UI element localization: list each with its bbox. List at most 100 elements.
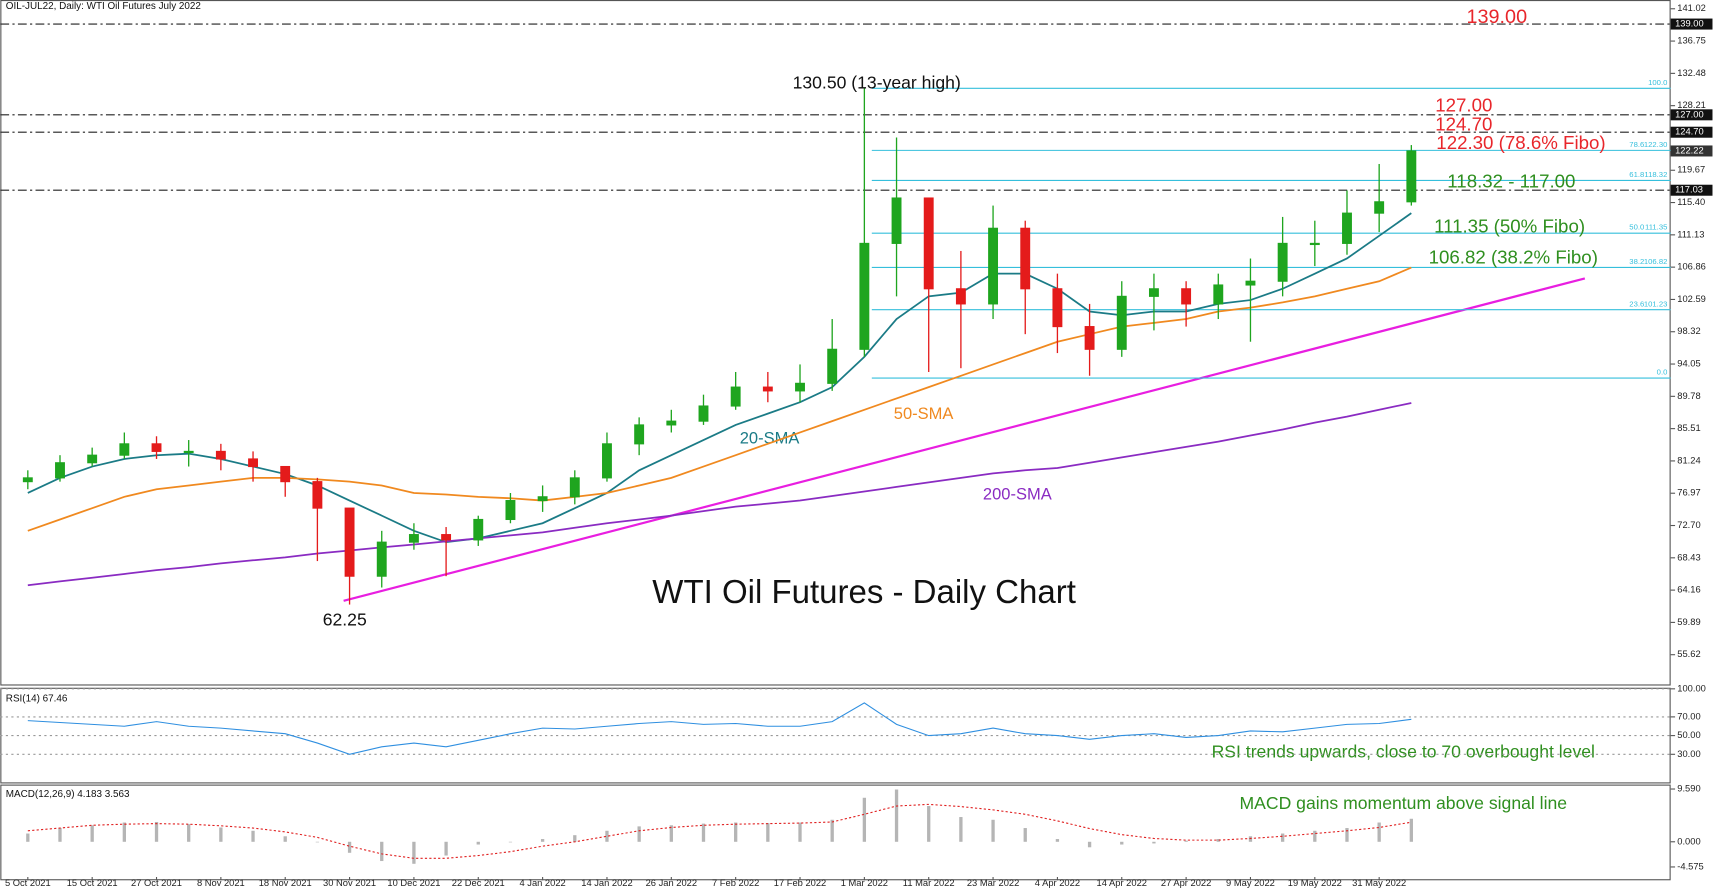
- macd-bar: [734, 822, 738, 842]
- candle-body: [1277, 242, 1288, 282]
- macd-bar: [187, 824, 191, 842]
- candle-body: [1374, 201, 1385, 214]
- annotation: 106.82 (38.2% Fibo): [1429, 247, 1598, 268]
- macd-bar: [701, 823, 706, 842]
- macd-bar: [476, 841, 480, 845]
- fibo-price: 101.23: [1644, 299, 1668, 308]
- macd-bar: [573, 835, 577, 842]
- macd-bar: [1377, 822, 1381, 842]
- candle-body: [344, 507, 355, 577]
- candle-body: [634, 424, 645, 445]
- macd-bar: [1023, 828, 1027, 842]
- sma-label: 200-SMA: [983, 486, 1052, 504]
- trendline: [343, 277, 1586, 602]
- fibo-price: 122.30: [1644, 140, 1668, 149]
- macd-bar: [380, 841, 384, 862]
- y-tick-label: 55.62: [1677, 649, 1700, 659]
- sma-line: [27, 212, 1412, 544]
- fibo-price: 118.32: [1644, 170, 1667, 179]
- candle-body: [22, 477, 33, 483]
- macd-bar: [862, 797, 867, 842]
- annotation: 130.50 (13-year high): [793, 72, 961, 92]
- chart-caption: WTI Oil Futures - Daily Chart: [652, 573, 1076, 610]
- macd-bar: [669, 825, 673, 842]
- candle-body: [666, 420, 677, 426]
- macd-bar: [1216, 839, 1220, 842]
- macd-bar: [283, 836, 287, 842]
- candle-body: [762, 386, 773, 392]
- macd-bar: [26, 833, 30, 842]
- rsi-annotation: RSI trends upwards, close to 70 overboug…: [1212, 741, 1595, 761]
- level-box: [1670, 18, 1713, 30]
- fibo-ratio: 61.8: [1629, 170, 1644, 179]
- x-tick-label: 30 Nov 2021: [323, 878, 376, 888]
- fibo-price: 111.35: [1645, 223, 1667, 232]
- sma-line: [27, 266, 1412, 532]
- y-tick-label: 81.24: [1677, 455, 1700, 465]
- macd-bar: [927, 806, 931, 842]
- y-tick-label: 141.02: [1677, 3, 1706, 13]
- y-tick-label: 68.43: [1677, 552, 1700, 562]
- candle-body: [1309, 242, 1320, 246]
- y-tick-label: 50.00: [1677, 730, 1700, 740]
- macd-bar: [1248, 836, 1253, 842]
- candle-body: [248, 458, 258, 468]
- candle-body: [505, 500, 516, 521]
- level-box: [1670, 109, 1713, 121]
- x-tick-label: 18 Nov 2021: [259, 878, 312, 888]
- y-tick-label: 89.78: [1677, 391, 1700, 401]
- candle-body: [1084, 326, 1095, 350]
- y-tick-label: 136.75: [1677, 36, 1706, 46]
- y-tick-label: 9.590: [1677, 783, 1700, 793]
- candle-body: [312, 481, 323, 509]
- macd-bar: [1087, 841, 1092, 848]
- fibo-ratio: 0.0: [1657, 368, 1668, 377]
- macd-bar: [1313, 830, 1317, 842]
- macd-bar: [1055, 839, 1060, 842]
- sma-line: [27, 402, 1412, 587]
- last-price-label: 122.22: [1675, 145, 1704, 155]
- x-tick-label: 5 Oct 2021: [5, 878, 51, 888]
- x-tick-label: 11 Mar 2022: [903, 878, 955, 888]
- sma-label: 50-SMA: [894, 405, 954, 423]
- level-box: [1670, 126, 1713, 138]
- macd-bar: [540, 839, 545, 842]
- candle-body: [1181, 288, 1192, 305]
- macd-bar: [1152, 841, 1156, 844]
- candle-body: [730, 386, 741, 407]
- y-tick-label: 106.86: [1677, 262, 1706, 272]
- macd-bar: [766, 823, 770, 842]
- fibo-price: 106.82: [1644, 257, 1668, 266]
- y-tick-label: 76.97: [1677, 488, 1700, 498]
- signal-line: [27, 803, 1412, 859]
- annotation: 62.25: [323, 609, 367, 629]
- macd-bar: [1280, 833, 1285, 842]
- candle-body: [1052, 288, 1063, 328]
- macd-bar: [122, 822, 126, 842]
- candle-body: [473, 518, 484, 541]
- macd-annotation: MACD gains momentum above signal line: [1239, 793, 1567, 813]
- candle-body: [827, 348, 838, 384]
- candle-body: [955, 288, 966, 305]
- level-label: 127.00: [1675, 109, 1704, 119]
- y-tick-label: 72.70: [1677, 520, 1700, 530]
- macd-bar: [1409, 818, 1413, 842]
- macd-bar: [58, 828, 62, 842]
- level-label: 139.00: [1675, 19, 1704, 29]
- candle-body: [183, 450, 194, 454]
- y-tick-label: 59.89: [1677, 617, 1700, 627]
- candle-body: [1245, 280, 1256, 286]
- x-tick-label: 22 Dec 2021: [452, 878, 505, 888]
- candle-body: [1116, 295, 1127, 350]
- candle-body: [1342, 212, 1352, 244]
- annotation: 139.00: [1467, 6, 1528, 28]
- x-tick-label: 9 May 2022: [1226, 878, 1275, 888]
- y-tick-label: 30.00: [1677, 749, 1700, 759]
- sma-label: 20-SMA: [740, 429, 800, 447]
- y-tick-label: 64.16: [1677, 585, 1700, 595]
- candle-body: [537, 496, 548, 502]
- y-tick-label: 98.32: [1677, 326, 1700, 336]
- candle-body: [988, 227, 999, 305]
